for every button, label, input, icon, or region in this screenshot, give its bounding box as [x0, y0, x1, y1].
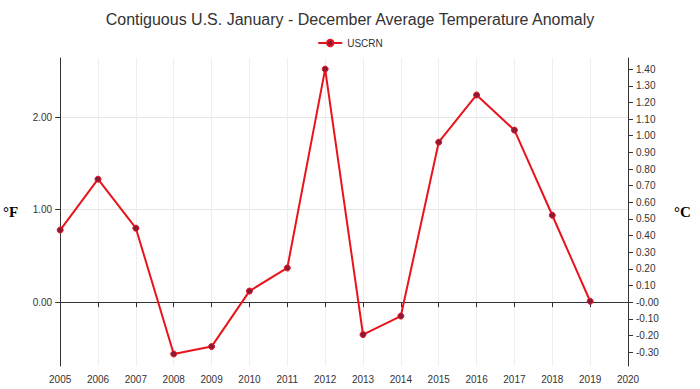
svg-text:2020: 2020 [617, 374, 640, 385]
svg-text:0.00: 0.00 [33, 297, 53, 308]
svg-text:2006: 2006 [87, 374, 110, 385]
svg-text:2016: 2016 [465, 374, 488, 385]
svg-text:2005: 2005 [49, 374, 72, 385]
svg-text:1.00: 1.00 [33, 204, 53, 215]
svg-text:0.40: 0.40 [636, 230, 656, 241]
svg-text:2010: 2010 [238, 374, 261, 385]
svg-text:2014: 2014 [390, 374, 413, 385]
svg-text:0.80: 0.80 [636, 164, 656, 175]
svg-text:2011: 2011 [277, 374, 299, 385]
svg-text:-0.00: -0.00 [636, 297, 659, 308]
svg-text:1.10: 1.10 [636, 114, 656, 125]
svg-text:0.30: 0.30 [636, 247, 656, 258]
svg-text:0.50: 0.50 [636, 213, 656, 224]
svg-text:1.20: 1.20 [636, 97, 656, 108]
svg-text:2019: 2019 [579, 374, 602, 385]
svg-text:0.70: 0.70 [636, 180, 656, 191]
svg-text:1.30: 1.30 [636, 80, 656, 91]
svg-text:1.00: 1.00 [636, 130, 656, 141]
svg-text:0.60: 0.60 [636, 197, 656, 208]
svg-text:2012: 2012 [314, 374, 337, 385]
svg-text:°C: °C [674, 204, 691, 220]
svg-text:2015: 2015 [428, 374, 451, 385]
svg-text:2017: 2017 [503, 374, 526, 385]
svg-text:-0.20: -0.20 [636, 330, 659, 341]
svg-text:1.40: 1.40 [636, 64, 656, 75]
svg-text:2.00: 2.00 [33, 112, 53, 123]
svg-text:2018: 2018 [541, 374, 564, 385]
svg-text:0.90: 0.90 [636, 147, 656, 158]
svg-text:-0.30: -0.30 [636, 347, 659, 358]
svg-text:USCRN: USCRN [347, 38, 383, 49]
svg-text:0.20: 0.20 [636, 263, 656, 274]
svg-text:0.10: 0.10 [636, 280, 656, 291]
svg-text:2008: 2008 [163, 374, 186, 385]
svg-text:-0.10: -0.10 [636, 313, 659, 324]
svg-text:°F: °F [3, 204, 18, 220]
svg-text:2007: 2007 [125, 374, 148, 385]
svg-text:2009: 2009 [200, 374, 223, 385]
svg-text:Contiguous U.S. January - Dece: Contiguous U.S. January - December Avera… [106, 11, 595, 28]
svg-text:2013: 2013 [352, 374, 375, 385]
